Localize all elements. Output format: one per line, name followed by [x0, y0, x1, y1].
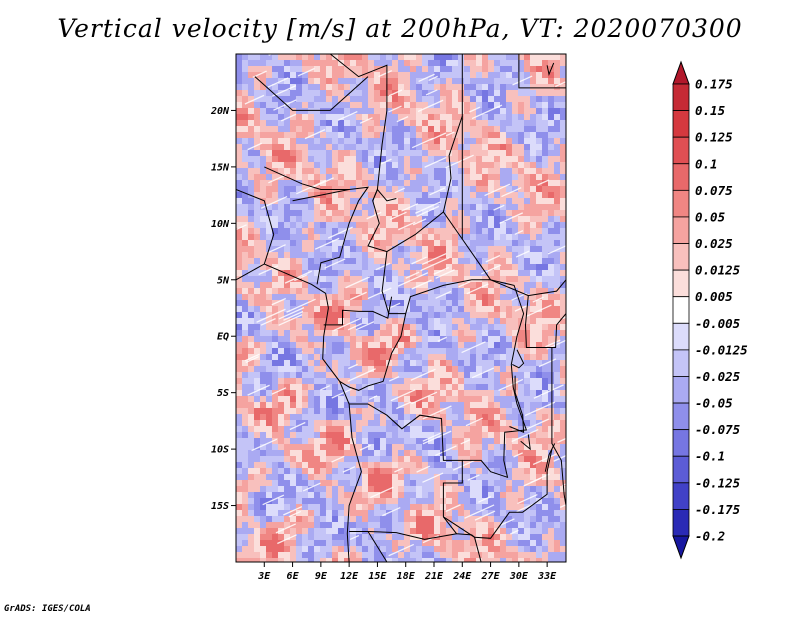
lat-tick-label: 10N — [211, 219, 230, 230]
chart-title: Vertical velocity [m/s] at 200hPa, VT: 2… — [57, 14, 743, 43]
colorbar-label: -0.075 — [695, 422, 741, 437]
border-line — [254, 76, 369, 111]
border-line — [551, 347, 566, 506]
colorbar-segment — [672, 83, 690, 111]
map-frame — [235, 53, 567, 563]
lat-tick-label: 15S — [211, 501, 229, 512]
colorbar-label: 0.1 — [695, 156, 718, 171]
velocity-field — [236, 54, 566, 562]
lon-tick-label: 3E — [257, 571, 271, 582]
colorbar-segment — [672, 110, 690, 138]
lon-tick-label: 33E — [537, 571, 557, 582]
colorbar-segment — [672, 349, 690, 377]
border-line — [339, 313, 407, 391]
border-line — [509, 375, 525, 433]
colorbar-label: 0.15 — [695, 103, 726, 118]
lat-tick-label: EQ — [217, 332, 229, 343]
lon-tick-label: 18E — [397, 571, 416, 582]
lon-tick-label: 6E — [287, 571, 300, 582]
lon-tick-label: 9E — [315, 571, 328, 582]
border-line — [443, 448, 553, 539]
border-line — [349, 403, 463, 540]
colorbar-segment — [672, 243, 690, 271]
lon-tick-label: 30E — [509, 571, 529, 582]
colorbar-label: 0.125 — [695, 130, 733, 145]
lon-tick-label: 21E — [424, 571, 444, 582]
lon-axis: 3E 6E 9E 12E 15E 18E 21E 24E 27E 30E 33E — [257, 562, 557, 582]
colorbar-cap-top — [672, 60, 690, 85]
border-line — [462, 54, 566, 89]
border-line — [462, 279, 528, 479]
colorbar-segment — [672, 482, 690, 510]
border-line — [456, 533, 482, 562]
colorbar-label: 0.075 — [695, 183, 733, 198]
colorbar-segment — [672, 296, 690, 324]
colorbar-segment — [672, 189, 690, 218]
border-line — [381, 251, 491, 315]
border-line — [512, 349, 525, 369]
lon-tick-label: 27E — [481, 571, 501, 582]
lat-tick-label: 10S — [211, 445, 229, 456]
colorbar-label: 0.005 — [695, 289, 733, 304]
lon-tick-label: 24E — [452, 571, 472, 582]
colorbar-label: -0.05 — [695, 396, 733, 411]
lat-tick-label: 5S — [217, 388, 229, 399]
border-line — [264, 166, 370, 285]
border-line — [442, 54, 463, 213]
colorbar-cap-bottom — [672, 535, 690, 560]
colorbar-label: -0.005 — [695, 316, 741, 331]
lat-axis: 20N 15N 10N 5N EQ 5S 10S 15S — [210, 106, 236, 512]
colorbar-label: -0.0125 — [695, 342, 748, 357]
colorbar-segment — [672, 269, 690, 298]
colorbar-label: 0.05 — [695, 209, 726, 224]
lat-tick-label: 15N — [211, 162, 230, 173]
border-line — [236, 263, 362, 562]
colorbar-label: 0.025 — [695, 236, 733, 251]
border-line — [520, 434, 531, 451]
colorbar-label: 0.175 — [695, 77, 733, 92]
colorbar-segment — [672, 402, 690, 431]
country-borders — [236, 54, 566, 562]
colorbar-segment — [672, 455, 690, 484]
colorbar-segment — [672, 136, 690, 165]
lon-tick-label: 12E — [340, 571, 359, 582]
border-line — [372, 188, 397, 202]
border-line — [367, 531, 388, 562]
colorbar-segment — [672, 376, 690, 404]
colorbar-label: -0.025 — [695, 369, 741, 384]
border-line — [544, 443, 556, 472]
lon-tick-label: 15E — [368, 571, 387, 582]
colorbar-segment — [672, 216, 690, 244]
colorbar-label: 0.0125 — [695, 263, 741, 278]
lat-tick-label: 20N — [210, 106, 230, 117]
colorbar-segment — [672, 509, 690, 537]
border-line — [546, 62, 555, 76]
grads-credit: GrADS: IGES/COLA — [4, 604, 91, 614]
border-line — [236, 189, 275, 265]
colorbar-segment — [672, 163, 690, 191]
colorbar-label: -0.2 — [695, 529, 725, 544]
border-line — [323, 296, 393, 326]
colorbar-label: -0.175 — [695, 502, 741, 517]
colorbar-label: -0.1 — [695, 449, 725, 464]
colorbar: 0.175 0.15 0.125 0.1 0.075 0.05 0.025 0.0125 0.0… — [672, 60, 748, 560]
border-line — [292, 189, 350, 202]
border-line — [329, 54, 566, 297]
border-line — [524, 295, 566, 348]
colorbar-label: -0.125 — [695, 475, 741, 490]
lat-tick-label: 5N — [217, 275, 230, 286]
colorbar-segment — [672, 429, 690, 457]
colorbar-segment — [672, 322, 690, 351]
